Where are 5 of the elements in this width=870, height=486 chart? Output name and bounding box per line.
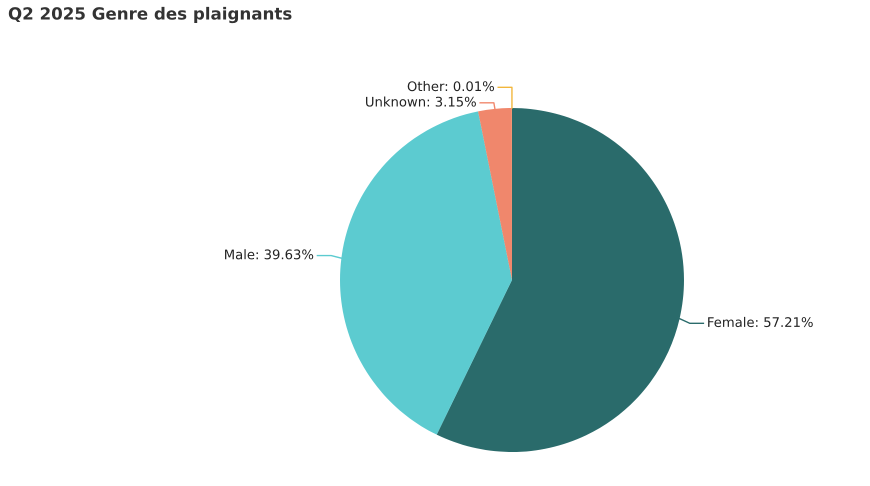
slice-label: Unknown: 3.15%: [366, 96, 476, 107]
chart-title: Q2 2025 Genre des plaignants: [8, 6, 292, 24]
slice-label: Other: 0.01%: [408, 80, 494, 92]
slice-label: Male: 39.63%: [225, 249, 314, 260]
slice-label: Female: 57.21%: [708, 316, 813, 328]
